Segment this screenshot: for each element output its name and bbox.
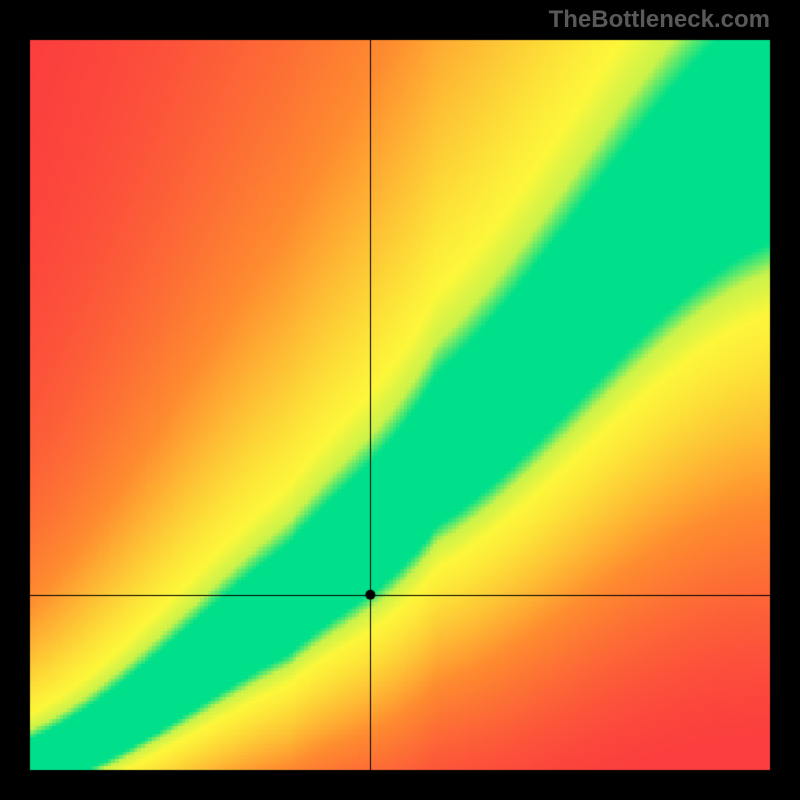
chart-container: { "watermark": { "text": "TheBottleneck.… (0, 0, 800, 800)
bottleneck-heatmap (0, 0, 800, 800)
